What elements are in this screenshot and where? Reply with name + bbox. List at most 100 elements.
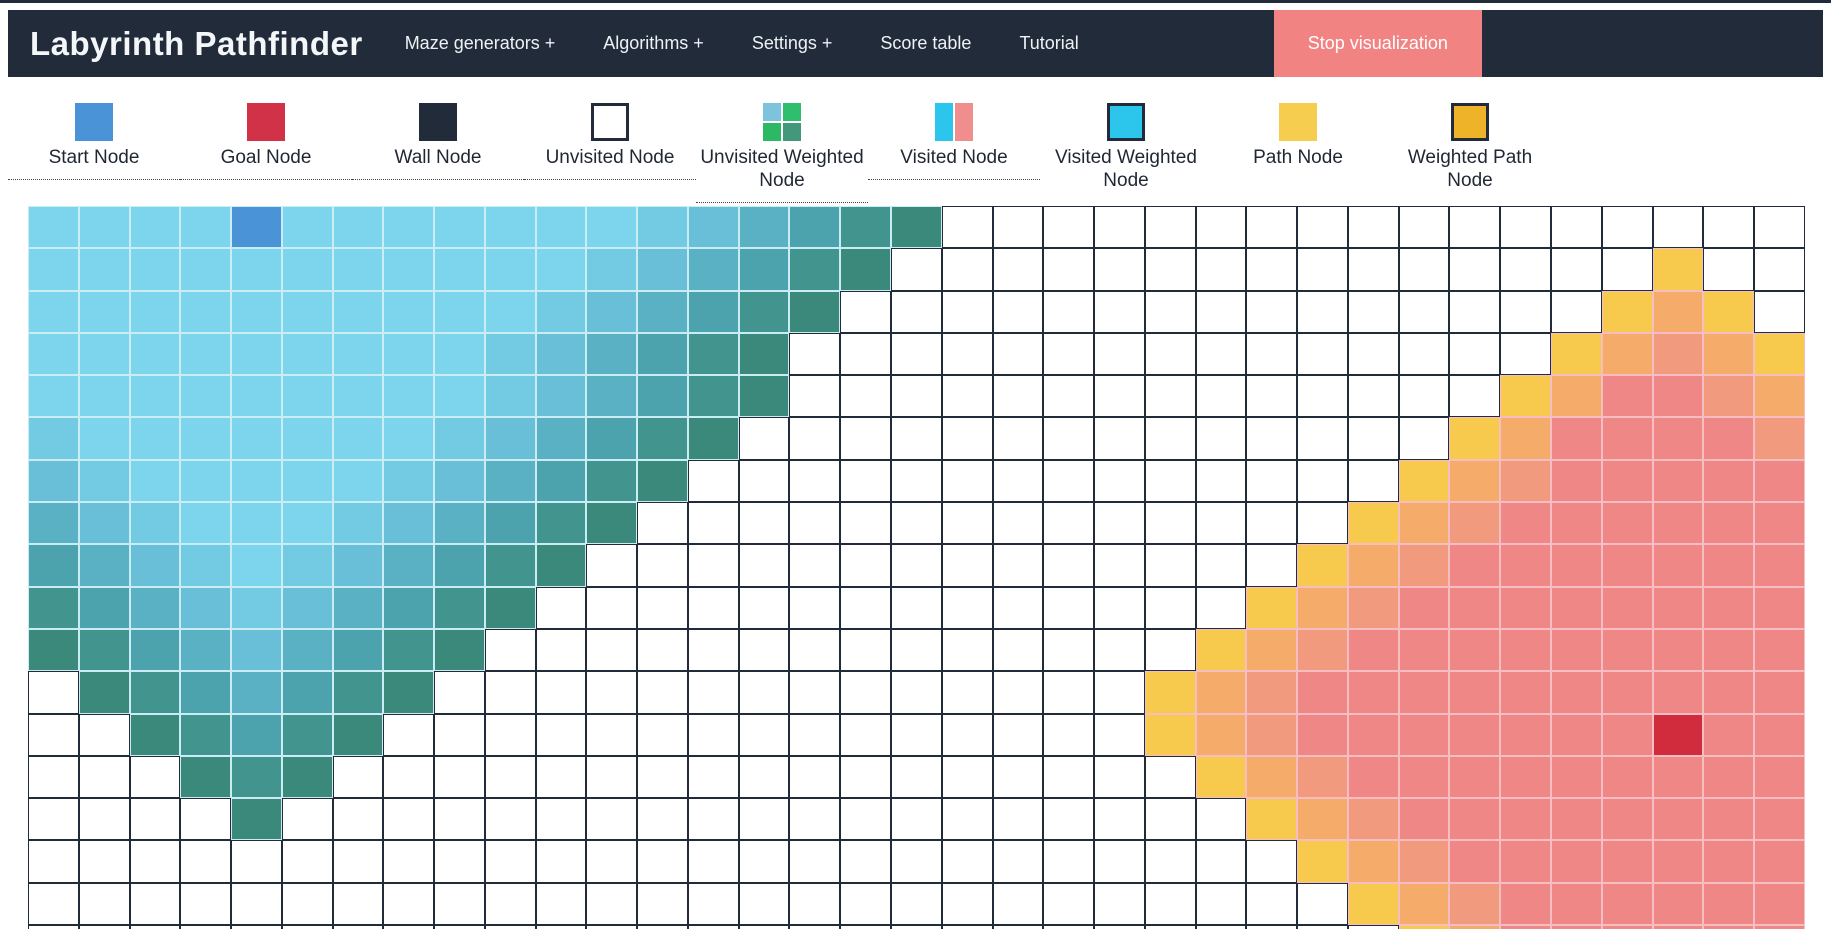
grid-cell[interactable] bbox=[180, 459, 232, 503]
grid-cell[interactable] bbox=[1703, 459, 1755, 503]
grid-cell[interactable] bbox=[1550, 248, 1602, 291]
grid-cell[interactable] bbox=[484, 755, 536, 799]
grid-cell[interactable] bbox=[941, 586, 993, 629]
grid-cell[interactable] bbox=[789, 290, 841, 333]
grid-cell[interactable] bbox=[129, 502, 181, 545]
grid-cell[interactable] bbox=[1297, 332, 1348, 376]
grid-cell[interactable] bbox=[383, 417, 435, 460]
grid-cell[interactable] bbox=[738, 755, 790, 799]
grid-cell[interactable] bbox=[231, 925, 282, 929]
grid-cell[interactable] bbox=[1500, 290, 1551, 333]
grid-cell[interactable] bbox=[1094, 417, 1145, 460]
grid-cell[interactable] bbox=[1144, 459, 1196, 503]
grid-cell[interactable] bbox=[129, 248, 181, 291]
grid-cell[interactable] bbox=[1449, 713, 1501, 756]
grid-cell[interactable] bbox=[1398, 290, 1450, 333]
grid-cell[interactable] bbox=[281, 544, 333, 587]
grid-cell[interactable] bbox=[840, 755, 892, 799]
grid-cell[interactable] bbox=[1601, 713, 1653, 756]
grid-cell[interactable] bbox=[1094, 925, 1145, 929]
grid-cell[interactable] bbox=[180, 882, 232, 926]
grid-cell[interactable] bbox=[1449, 290, 1501, 333]
grid-cell[interactable] bbox=[891, 248, 942, 291]
grid-cell[interactable] bbox=[1195, 417, 1247, 460]
grid-cell[interactable] bbox=[1043, 840, 1095, 883]
grid-cell[interactable] bbox=[1398, 248, 1450, 291]
grid-cell[interactable] bbox=[941, 459, 993, 503]
grid-cell[interactable] bbox=[1652, 628, 1704, 672]
grid-cell[interactable] bbox=[28, 248, 79, 291]
grid-cell[interactable] bbox=[992, 502, 1044, 545]
grid-cell[interactable] bbox=[1449, 459, 1501, 503]
grid-cell[interactable] bbox=[789, 586, 841, 629]
grid-cell[interactable] bbox=[129, 882, 181, 926]
grid-cell[interactable] bbox=[1094, 502, 1145, 545]
grid-cell[interactable] bbox=[1297, 671, 1348, 714]
grid-cell[interactable] bbox=[1550, 375, 1602, 418]
grid-cell[interactable] bbox=[484, 882, 536, 926]
grid-cell[interactable] bbox=[687, 586, 739, 629]
grid-cell[interactable] bbox=[1144, 925, 1196, 929]
grid-cell[interactable] bbox=[738, 290, 790, 333]
grid-cell[interactable] bbox=[1550, 206, 1602, 249]
grid-cell[interactable] bbox=[789, 882, 841, 926]
grid-cell[interactable] bbox=[1754, 290, 1805, 333]
grid-cell[interactable] bbox=[231, 332, 282, 376]
grid-cell[interactable] bbox=[738, 882, 790, 926]
grid-cell[interactable] bbox=[738, 840, 790, 883]
grid-cell[interactable] bbox=[1601, 544, 1653, 587]
grid-cell[interactable] bbox=[484, 671, 536, 714]
grid-cell[interactable] bbox=[383, 925, 435, 929]
grid-cell[interactable] bbox=[1652, 375, 1704, 418]
grid-cell[interactable] bbox=[281, 671, 333, 714]
grid-cell[interactable] bbox=[586, 840, 638, 883]
grid-cell[interactable] bbox=[434, 332, 485, 376]
grid-cell[interactable] bbox=[1094, 840, 1145, 883]
grid-cell[interactable] bbox=[28, 755, 79, 799]
grid-cell[interactable] bbox=[129, 925, 181, 929]
grid-cell[interactable] bbox=[1500, 628, 1551, 672]
grid-cell[interactable] bbox=[891, 544, 942, 587]
grid-cell[interactable] bbox=[1703, 332, 1755, 376]
grid-cell[interactable] bbox=[1144, 840, 1196, 883]
grid-cell[interactable] bbox=[1703, 882, 1755, 926]
grid-cell[interactable] bbox=[1703, 544, 1755, 587]
grid-cell[interactable] bbox=[687, 713, 739, 756]
grid-cell[interactable] bbox=[941, 502, 993, 545]
grid-cell[interactable] bbox=[1246, 502, 1298, 545]
grid-cell[interactable] bbox=[789, 502, 841, 545]
grid-cell[interactable] bbox=[1754, 840, 1805, 883]
grid-cell[interactable] bbox=[789, 840, 841, 883]
grid-cell[interactable] bbox=[1703, 206, 1755, 249]
grid-cell[interactable] bbox=[231, 713, 282, 756]
grid-cell[interactable] bbox=[78, 206, 130, 249]
grid-cell[interactable] bbox=[1195, 290, 1247, 333]
grid-cell[interactable] bbox=[434, 882, 485, 926]
grid-cell[interactable] bbox=[281, 332, 333, 376]
grid-cell[interactable] bbox=[1449, 671, 1501, 714]
grid-cell[interactable] bbox=[1550, 925, 1602, 929]
grid-cell[interactable] bbox=[1094, 586, 1145, 629]
grid-cell[interactable] bbox=[941, 417, 993, 460]
grid-cell[interactable] bbox=[383, 586, 435, 629]
grid-cell[interactable] bbox=[1754, 925, 1805, 929]
grid-cell[interactable] bbox=[1094, 248, 1145, 291]
grid-cell[interactable] bbox=[637, 290, 688, 333]
grid-cell[interactable] bbox=[180, 502, 232, 545]
grid-cell[interactable] bbox=[840, 671, 892, 714]
grid-cell[interactable] bbox=[78, 459, 130, 503]
grid-cell[interactable] bbox=[129, 798, 181, 841]
grid-cell[interactable] bbox=[637, 206, 688, 249]
grid-cell[interactable] bbox=[1347, 671, 1399, 714]
grid-cell[interactable] bbox=[434, 798, 485, 841]
grid-cell[interactable] bbox=[1398, 755, 1450, 799]
grid-cell[interactable] bbox=[1550, 417, 1602, 460]
grid-cell[interactable] bbox=[1195, 248, 1247, 291]
grid-cell[interactable] bbox=[586, 586, 638, 629]
grid-cell[interactable] bbox=[332, 332, 384, 376]
grid-cell[interactable] bbox=[992, 248, 1044, 291]
grid-cell[interactable] bbox=[1754, 417, 1805, 460]
grid-cell[interactable] bbox=[992, 290, 1044, 333]
grid-cell[interactable] bbox=[1195, 502, 1247, 545]
grid-cell[interactable] bbox=[434, 459, 485, 503]
